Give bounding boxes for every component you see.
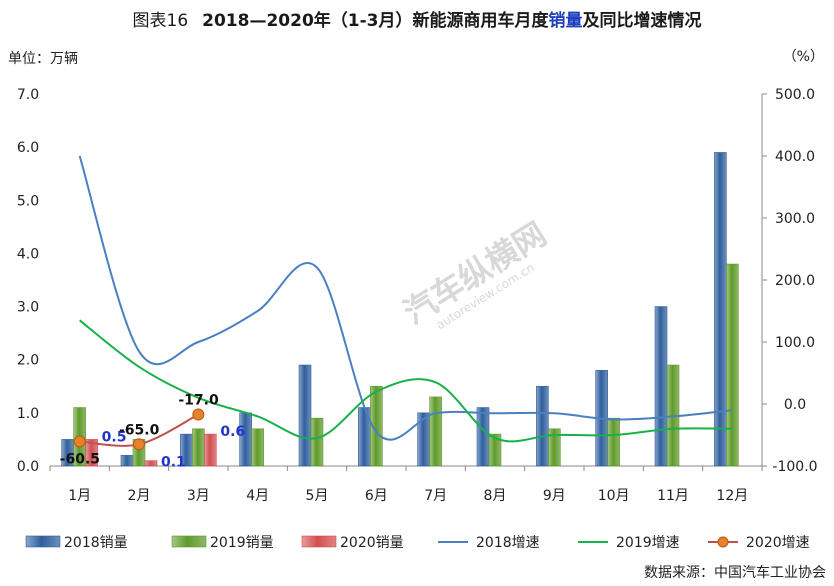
data-source: 数据来源：中国汽车工业协会 <box>644 565 826 581</box>
chart-title: 图表16 2018—2020年（1-3月）新能源商用车月度销量及同比增速情况 <box>0 6 834 31</box>
bar-2019销量 <box>488 433 502 467</box>
bar-2019销量 <box>251 428 264 467</box>
line-2019增速 <box>79 319 733 443</box>
legend-marker <box>717 536 729 548</box>
bar-2018销量 <box>654 306 668 467</box>
bar-2018销量 <box>120 455 134 467</box>
bar-2018销量 <box>536 385 549 467</box>
bar-2018销量 <box>476 407 490 467</box>
right-tick-label: 400.0 <box>775 149 815 165</box>
x-tick-label: 12月 <box>716 488 748 504</box>
x-tick-label: 8月 <box>484 488 507 504</box>
growth-data-label: -60.5 <box>60 452 100 468</box>
title-main: 2018—2020年（1-3月）新能源商用车月度 <box>202 11 549 31</box>
marker-2020增速 <box>192 408 205 421</box>
legend-swatch <box>301 535 337 548</box>
growth-data-label: -65.0 <box>119 422 160 438</box>
left-tick-label: 2.0 <box>17 353 39 369</box>
bar-data-label: 0.5 <box>102 429 127 445</box>
legend-label: 2019增速 <box>616 535 680 551</box>
bar-2019销量 <box>548 428 561 467</box>
marker-2020增速 <box>73 435 86 448</box>
bar-2020销量 <box>204 433 217 467</box>
legend-label: 2019销量 <box>210 535 274 551</box>
bar-2018销量 <box>298 364 312 467</box>
title-suffix: 及同比增速情况 <box>582 11 702 31</box>
right-tick-label: 300.0 <box>775 211 815 227</box>
bar-2019销量 <box>370 385 383 467</box>
x-tick-label: 6月 <box>365 488 388 504</box>
bar-2019销量 <box>192 428 205 467</box>
legend-label: 2018销量 <box>64 535 128 551</box>
bar-2020销量 <box>144 460 158 467</box>
bar-data-label: 0.6 <box>220 424 245 440</box>
left-tick-label: 6.0 <box>17 140 39 156</box>
right-tick-label: -100.0 <box>772 459 817 475</box>
legend-label: 2018增速 <box>476 535 540 551</box>
legend-label: 2020增速 <box>746 535 810 551</box>
left-tick-label: 4.0 <box>17 246 39 262</box>
bar-2019销量 <box>607 417 620 467</box>
marker-2020增速 <box>133 438 145 451</box>
bar-2019销量 <box>429 396 442 467</box>
left-tick-label: 0.0 <box>17 459 39 475</box>
bar-2019销量 <box>310 417 324 467</box>
x-tick-label: 11月 <box>657 488 689 504</box>
x-tick-label: 7月 <box>424 488 447 504</box>
left-tick-label: 3.0 <box>17 300 39 316</box>
bar-2018销量 <box>714 152 727 467</box>
right-tick-label: 200.0 <box>775 273 815 289</box>
x-tick-label: 1月 <box>68 488 91 504</box>
legend-label: 2020销量 <box>340 535 404 551</box>
x-tick-label: 4月 <box>246 488 269 504</box>
growth-data-label: -17.0 <box>178 393 219 409</box>
x-tick-label: 3月 <box>187 488 210 504</box>
bar-data-label: 0.1 <box>161 455 186 471</box>
x-tick-label: 10月 <box>598 488 630 504</box>
right-tick-label: 100.0 <box>775 335 815 351</box>
left-tick-label: 5.0 <box>17 193 39 209</box>
x-tick-label: 9月 <box>543 488 566 504</box>
right-tick-label: 500.0 <box>775 87 815 103</box>
x-tick-label: 5月 <box>306 488 329 504</box>
legend-swatch <box>171 535 207 548</box>
left-tick-label: 7.0 <box>17 87 39 103</box>
right-tick-label: 0.0 <box>784 397 806 413</box>
bar-2019销量 <box>726 263 739 467</box>
title-highlight: 销量 <box>548 11 583 31</box>
left-axis-unit: 单位：万辆 <box>8 51 78 67</box>
line-2018增速 <box>78 155 733 441</box>
left-tick-label: 1.0 <box>17 406 39 422</box>
figure-number: 图表16 <box>132 11 189 31</box>
legend-swatch <box>25 535 61 548</box>
right-axis-unit: （%） <box>782 49 824 65</box>
x-tick-label: 2月 <box>128 488 151 504</box>
bar-2020销量 <box>85 439 98 467</box>
